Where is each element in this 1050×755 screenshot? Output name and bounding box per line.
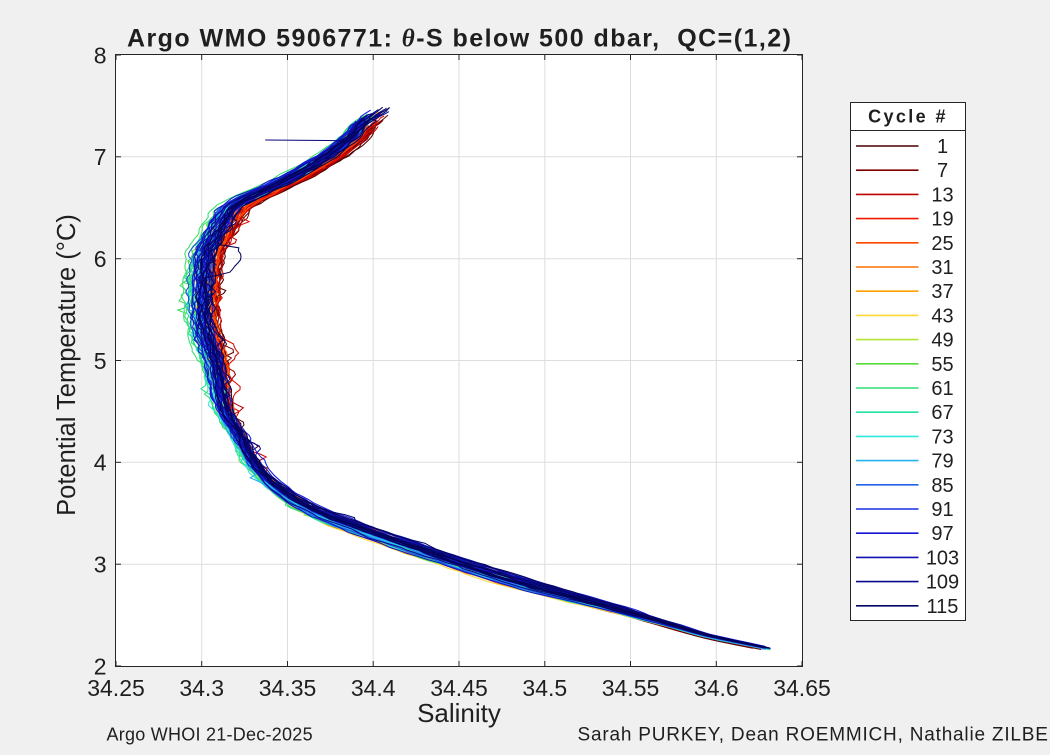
svg-text:34.45: 34.45	[430, 675, 488, 701]
svg-text:31: 31	[931, 257, 953, 279]
svg-text:103: 103	[926, 547, 959, 569]
svg-text:109: 109	[926, 572, 959, 594]
svg-text:Potential Temperature (°C): Potential Temperature (°C)	[53, 214, 81, 516]
svg-text:Argo WHOI 21-Dec-2025: Argo WHOI 21-Dec-2025	[107, 725, 313, 745]
svg-text:79: 79	[931, 451, 953, 473]
svg-text:6: 6	[94, 246, 107, 272]
svg-text:34.65: 34.65	[773, 675, 831, 701]
svg-text:7: 7	[937, 160, 948, 182]
svg-text:49: 49	[931, 330, 953, 352]
svg-text:13: 13	[931, 184, 953, 206]
svg-text:55: 55	[931, 354, 953, 376]
svg-text:1: 1	[937, 136, 948, 158]
svg-text:34.35: 34.35	[259, 675, 317, 701]
svg-text:37: 37	[931, 281, 953, 303]
svg-text:34.6: 34.6	[694, 675, 739, 701]
svg-text:25: 25	[931, 233, 953, 255]
svg-text:19: 19	[931, 209, 953, 231]
svg-text:4: 4	[94, 450, 107, 476]
svg-text:85: 85	[931, 475, 953, 497]
svg-text:61: 61	[931, 378, 953, 400]
svg-text:5: 5	[94, 348, 107, 374]
svg-text:97: 97	[931, 523, 953, 545]
svg-text:43: 43	[931, 305, 953, 327]
svg-text:8: 8	[94, 42, 107, 68]
svg-text:67: 67	[931, 402, 953, 424]
svg-text:Argo WMO 5906771: θ-S below 50: Argo WMO 5906771: θ-S below 500 dbar, QC…	[127, 24, 792, 52]
svg-text:34.5: 34.5	[522, 675, 567, 701]
svg-text:Salinity: Salinity	[417, 698, 501, 728]
svg-text:91: 91	[931, 499, 953, 521]
svg-text:73: 73	[931, 426, 953, 448]
svg-text:Sarah PURKEY, Dean ROEMMICH, N: Sarah PURKEY, Dean ROEMMICH, Nathalie ZI…	[578, 725, 1050, 746]
svg-text:115: 115	[927, 596, 959, 618]
svg-text:3: 3	[94, 552, 107, 578]
svg-text:34.4: 34.4	[351, 675, 396, 701]
svg-text:2: 2	[94, 653, 107, 679]
svg-text:7: 7	[94, 144, 107, 170]
svg-text:34.3: 34.3	[179, 675, 224, 701]
svg-text:34.55: 34.55	[602, 675, 660, 701]
svg-text:Cycle #: Cycle #	[868, 107, 948, 127]
